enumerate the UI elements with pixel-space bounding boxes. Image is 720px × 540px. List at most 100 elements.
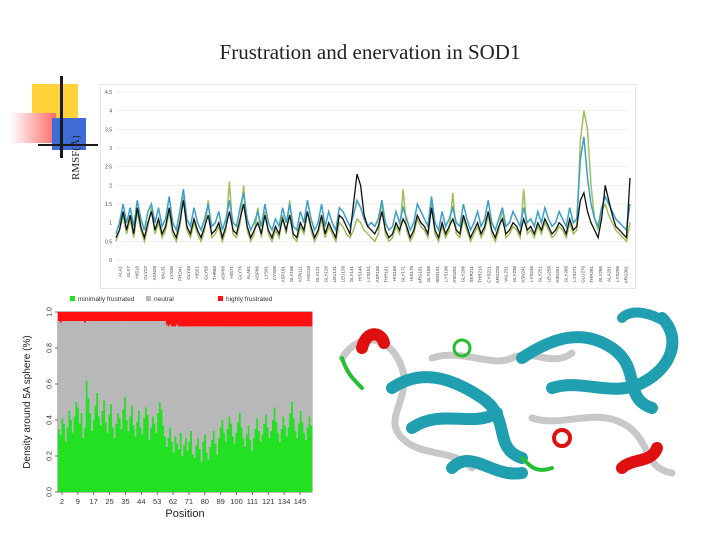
bar-neutral — [153, 321, 156, 424]
bar-highly-frustrated — [115, 312, 118, 321]
bar-minimally-frustrated — [188, 441, 191, 492]
bar-minimally-frustrated — [89, 412, 92, 492]
bar-minimally-frustrated — [292, 418, 295, 492]
bar-minimally-frustrated — [259, 441, 262, 492]
bar-neutral — [134, 321, 137, 437]
frustration-bar-chart: minimally frustrated neutral highly frustr… — [22, 296, 313, 520]
bar-neutral — [113, 321, 116, 438]
bar-minimally-frustrated — [164, 436, 167, 492]
bar-highly-frustrated — [77, 312, 80, 321]
bar-minimally-frustrated — [299, 411, 302, 492]
bar-minimally-frustrated — [193, 457, 196, 492]
bar-neutral — [270, 326, 273, 431]
bar-minimally-frustrated — [211, 439, 214, 492]
rmsf-x-tick-label: HIS176 — [409, 266, 414, 282]
rmsf-x-tick-label: CYS96 — [272, 266, 277, 281]
bar-minimally-frustrated — [158, 402, 161, 492]
bar-highly-frustrated — [200, 312, 203, 327]
bar-minimally-frustrated — [235, 432, 238, 492]
bar-neutral — [85, 321, 88, 381]
bar-minimally-frustrated — [101, 411, 104, 492]
rmsf-x-tick-label: ALA81 — [246, 266, 251, 280]
bar-minimally-frustrated — [150, 427, 153, 492]
rmsf-x-tick-label: GLY22 — [143, 266, 148, 280]
bar-neutral — [212, 326, 215, 431]
frustration-x-tick-label: 17 — [90, 497, 98, 506]
bar-neutral — [240, 326, 243, 428]
rmsf-x-tick-label: SER211 — [469, 266, 474, 283]
bar-neutral — [181, 326, 184, 456]
bar-neutral — [104, 321, 108, 422]
bar-highly-frustrated — [84, 312, 87, 323]
bar-neutral — [285, 326, 288, 437]
bar-minimally-frustrated — [263, 423, 266, 492]
rmsf-y-tick-label: 0 — [109, 258, 112, 264]
bar-highly-frustrated — [277, 312, 280, 327]
bar-highly-frustrated — [78, 312, 81, 321]
bar-neutral — [96, 321, 99, 393]
bar-minimally-frustrated — [216, 454, 219, 492]
bar-neutral — [110, 321, 113, 404]
rmsf-x-tick-label: ASN241 — [521, 266, 526, 283]
bar-highly-frustrated — [226, 312, 229, 327]
bar-highly-frustrated — [219, 312, 222, 327]
rmsf-series-black — [115, 173, 631, 241]
rmsf-x-tick-label: GLU276 — [581, 266, 586, 283]
bar-minimally-frustrated — [148, 439, 151, 492]
frustration-x-tick-label: 89 — [216, 497, 224, 506]
bar-highly-frustrated — [63, 312, 66, 321]
bar-minimally-frustrated — [75, 402, 78, 492]
bar-minimally-frustrated — [205, 452, 208, 492]
bar-minimally-frustrated — [204, 434, 207, 492]
bar-neutral — [303, 326, 306, 433]
bar-neutral — [214, 326, 217, 444]
bar-neutral — [58, 321, 61, 429]
bar-highly-frustrated — [285, 312, 288, 327]
bar-minimally-frustrated — [171, 441, 174, 492]
frustration-x-tick-label: 2 — [60, 497, 64, 506]
bar-minimally-frustrated — [285, 436, 288, 492]
bar-minimally-frustrated — [245, 434, 248, 492]
bar-minimally-frustrated — [278, 441, 281, 492]
bar-minimally-frustrated — [169, 427, 172, 492]
protein-structure-image — [322, 298, 700, 498]
bar-highly-frustrated — [141, 312, 144, 321]
bar-minimally-frustrated — [78, 423, 81, 492]
bar-neutral — [218, 326, 221, 438]
bar-highly-frustrated — [68, 312, 71, 321]
rmsf-x-tick-label: VAL31 — [160, 266, 165, 280]
bar-highly-frustrated — [221, 312, 224, 327]
bar-minimally-frustrated — [207, 459, 210, 492]
bar-highly-frustrated — [268, 312, 271, 327]
bar-neutral — [82, 321, 85, 438]
bar-minimally-frustrated — [197, 438, 200, 492]
bar-neutral — [305, 326, 308, 440]
bar-neutral — [265, 326, 268, 415]
bar-highly-frustrated — [240, 312, 243, 327]
bar-highly-frustrated — [266, 312, 269, 327]
bar-neutral — [186, 326, 189, 451]
bar-highly-frustrated — [273, 312, 276, 327]
bar-highly-frustrated — [284, 312, 287, 327]
bar-highly-frustrated — [197, 312, 200, 327]
bar-minimally-frustrated — [296, 438, 299, 492]
bar-minimally-frustrated — [64, 441, 67, 492]
rmsf-x-tick-label: HIS51 — [195, 266, 200, 279]
bar-highly-frustrated — [138, 312, 141, 321]
bar-highly-frustrated — [103, 312, 106, 321]
rmsf-x-tick-label: HIS71 — [229, 266, 234, 279]
bar-highly-frustrated — [146, 312, 149, 321]
legend-swatch — [70, 296, 75, 301]
rmsf-x-tick-label: HIS146 — [358, 266, 363, 282]
bar-highly-frustrated — [230, 312, 233, 327]
bar-neutral — [231, 326, 235, 437]
bar-highly-frustrated — [143, 312, 146, 321]
bar-neutral — [122, 321, 125, 410]
rmsf-x-tick-label: THR60 — [212, 266, 217, 281]
bar-minimally-frustrated — [249, 439, 252, 492]
bar-minimally-frustrated — [218, 438, 221, 492]
bar-neutral — [148, 321, 151, 440]
rmsf-line-chart: 0 0.5 1 1.5 2 2.5 3 3.5 4 4.5 ALA1 GLY7 HIS16 GLY22 A… — [100, 84, 636, 289]
frustration-x-tick-label: 111 — [247, 497, 258, 506]
legend-swatch — [146, 296, 151, 301]
